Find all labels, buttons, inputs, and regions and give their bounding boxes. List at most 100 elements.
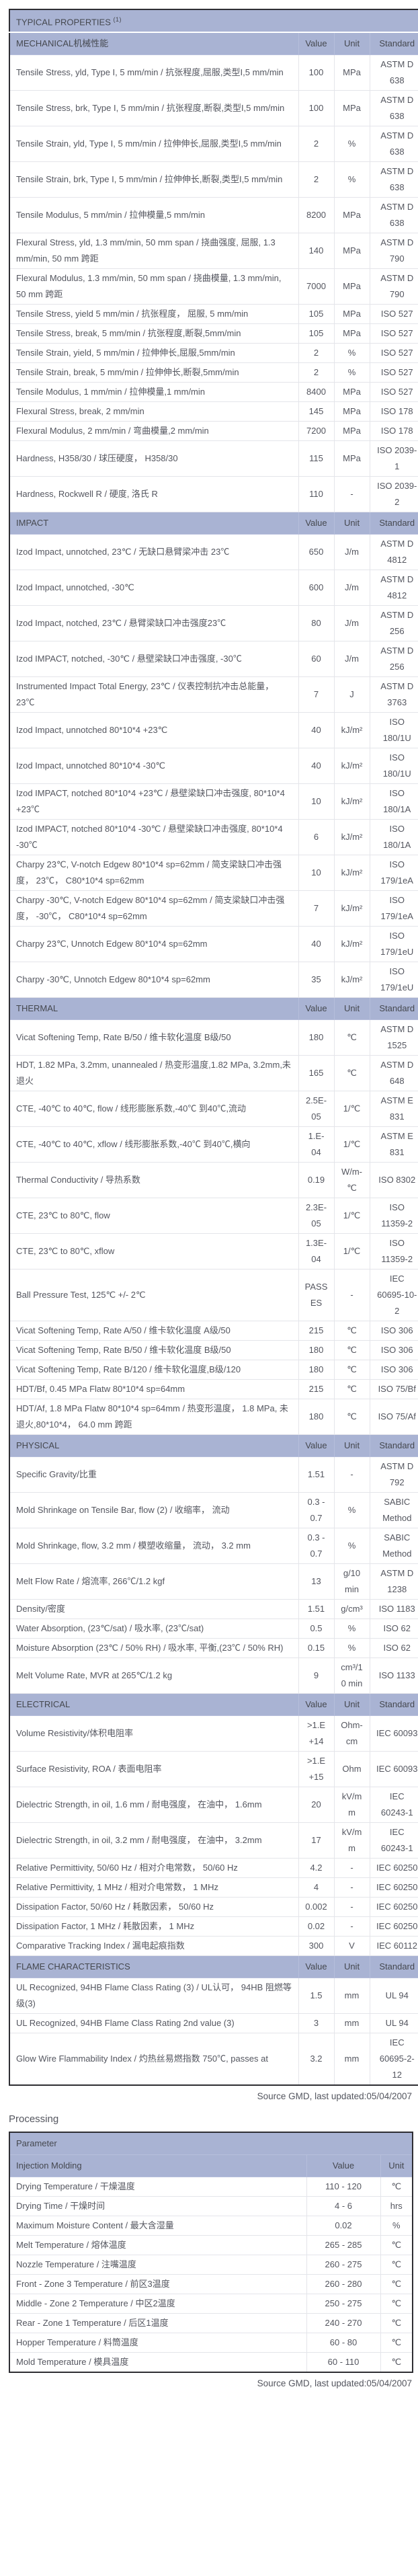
property-standard: ISO 179/1eU — [369, 962, 418, 999]
property-unit: kJ/m² — [333, 855, 370, 892]
property-standard: ISO 180/1U — [369, 748, 418, 785]
parameter-name: Melt Temperature / 熔体温度 — [9, 2235, 307, 2256]
section-header-row: ELECTRICAL Value Unit Standard — [9, 1693, 418, 1717]
property-standard: IEC 60093 — [369, 1715, 418, 1752]
property-value: 0.5 — [298, 1618, 335, 1639]
processing-heading: Processing — [9, 2113, 59, 2125]
processing-row: Melt Temperature / 熔体温度 265 - 285 ℃ — [9, 2235, 413, 2256]
parameter-unit: ℃ — [380, 2313, 413, 2334]
property-unit: ℃ — [333, 1340, 370, 1361]
property-row: Vicat Softening Temp, Rate B/120 / 维卡软化温… — [9, 1360, 418, 1380]
property-value: 600 — [298, 570, 335, 607]
property-standard: IEC 60250 — [369, 1877, 418, 1898]
property-unit: g/cm³ — [333, 1599, 370, 1620]
col-header-unit: Unit — [333, 997, 370, 1021]
col-header-value: Value — [298, 1434, 335, 1458]
property-row: Izod IMPACT, notched 80*10*4 +23℃ / 悬壁梁缺… — [9, 783, 418, 820]
property-unit: MPa — [333, 90, 370, 127]
property-value: 2.5E-05 — [298, 1091, 335, 1128]
property-unit: Ohm — [333, 1751, 370, 1788]
parameter-name: Mold Temperature / 模具温度 — [9, 2352, 307, 2373]
property-value: 0.002 — [298, 1897, 335, 1918]
property-unit: - — [333, 1456, 370, 1493]
property-row: Dielectric Strength, in oil, 3.2 mm / 耐电… — [9, 1822, 418, 1859]
col-header-standard: Standard — [369, 1434, 418, 1458]
property-name: Flexural Modulus, 1.3 mm/min, 50 mm span… — [9, 268, 299, 305]
property-row: Tensile Stress, break, 5 mm/min / 抗张程度,断… — [9, 323, 418, 344]
property-standard: ASTM D 638 — [369, 126, 418, 163]
property-value: 105 — [298, 323, 335, 344]
property-value: >1.E+15 — [298, 1751, 335, 1788]
property-value: 80 — [298, 605, 335, 642]
parameter-unit: ℃ — [380, 2294, 413, 2314]
property-unit: MPa — [333, 304, 370, 325]
property-name: Izod Impact, unnotched, -30℃ — [9, 570, 299, 607]
property-unit: % — [333, 1528, 370, 1565]
parameter-name: Nozzle Temperature / 注嘴温度 — [9, 2255, 307, 2275]
property-name: UL Recognized, 94HB Flame Class Rating 2… — [9, 2013, 299, 2034]
processing-row: Rear - Zone 1 Temperature / 后区1温度 240 - 2… — [9, 2313, 413, 2334]
property-standard: IEC 60243-1 — [369, 1787, 418, 1824]
property-value: 40 — [298, 748, 335, 785]
parameter-value: 60 - 80 — [306, 2333, 381, 2353]
parameter-unit: ℃ — [380, 2235, 413, 2256]
property-unit: 1/℃ — [333, 1091, 370, 1128]
property-unit: kJ/m² — [333, 783, 370, 820]
property-standard: ISO 179/1eU — [369, 926, 418, 963]
parameter-value: 0.02 — [306, 2216, 381, 2236]
property-unit: ℃ — [333, 1019, 370, 1056]
property-unit: kV/mm — [333, 1822, 370, 1859]
property-unit: MPa — [333, 197, 370, 234]
property-standard: ASTM D 638 — [369, 54, 418, 91]
property-standard: ISO 11359-2 — [369, 1233, 418, 1270]
property-name: Hardness, H358/30 / 球压硬度， H358/30 — [9, 440, 299, 477]
property-row: Izod IMPACT, notched, -30℃ / 悬壁梁缺口冲击强度, … — [9, 641, 418, 678]
property-value: 1.5 — [298, 1978, 335, 2015]
property-standard: ISO 62 — [369, 1618, 418, 1639]
property-value: 40 — [298, 712, 335, 749]
property-unit: ℃ — [333, 1360, 370, 1380]
property-name: Dissipation Factor, 1 MHz / 耗散因素， 1 MHz — [9, 1916, 299, 1937]
section-title: FLAME CHARACTERISTICS — [9, 1955, 299, 1979]
property-value: 1.51 — [298, 1456, 335, 1493]
property-unit: MPa — [333, 440, 370, 477]
property-name: Vicat Softening Temp, Rate B/50 / 维卡软化温度… — [9, 1019, 299, 1056]
property-unit: - — [333, 1877, 370, 1898]
property-name: CTE, 23℃ to 80℃, flow — [9, 1198, 299, 1235]
property-unit: ℃ — [333, 1321, 370, 1341]
property-unit: % — [333, 1492, 370, 1529]
parameter-name: Front - Zone 3 Temperature / 前区3温度 — [9, 2274, 307, 2295]
property-row: Tensile Stress, yield 5 mm/min / 抗张程度， 屈… — [9, 304, 418, 325]
property-standard: IEC 60112 — [369, 1936, 418, 1957]
property-row: Izod Impact, unnotched 80*10*4 +23℃ 40 kJ/… — [9, 712, 418, 749]
property-value: 6 — [298, 819, 335, 856]
property-name: CTE, -40℃ to 40℃, xflow / 线形膨胀系数,-40℃ 到4… — [9, 1126, 299, 1163]
col-header-standard: Standard — [369, 32, 418, 56]
property-value: 215 — [298, 1379, 335, 1400]
property-value: 4.2 — [298, 1858, 335, 1879]
property-name: Izod IMPACT, notched, -30℃ / 悬壁梁缺口冲击强度, … — [9, 641, 299, 678]
property-unit: W/m-℃ — [333, 1162, 370, 1199]
property-unit: % — [333, 126, 370, 163]
property-name: Tensile Modulus, 5 mm/min / 拉伸模量,5 mm/mi… — [9, 197, 299, 234]
property-value: >1.E+14 — [298, 1715, 335, 1752]
property-value: 0.19 — [298, 1162, 335, 1199]
property-row: Mold Shrinkage, flow, 3.2 mm / 模塑收缩量， 流动… — [9, 1528, 418, 1565]
property-value: 8200 — [298, 197, 335, 234]
property-name: Hardness, Rockwell R / 硬度, 洛氏 R — [9, 476, 299, 513]
property-name: Tensile Strain, brk, Type I, 5 mm/min / … — [9, 161, 299, 198]
property-unit: Ohm-cm — [333, 1715, 370, 1752]
col-header-standard: Standard — [369, 512, 418, 535]
parameter-header-row: Parameter — [9, 2132, 413, 2156]
property-row: Izod Impact, unnotched, 23℃ / 无缺口悬臂梁冲击 2… — [9, 534, 418, 571]
property-name: Specific Gravity/比重 — [9, 1456, 299, 1493]
property-standard: ISO 306 — [369, 1321, 418, 1341]
section-header-row: MECHANICAL机械性能 Value Unit Standard — [9, 32, 418, 56]
parameter-unit: ℃ — [380, 2177, 413, 2197]
property-name: CTE, -40℃ to 40℃, flow / 线形膨胀系数,-40℃ 到40… — [9, 1091, 299, 1128]
property-value: 3 — [298, 2013, 335, 2034]
property-value: 2 — [298, 343, 335, 364]
parameter-name: Drying Temperature / 干燥温度 — [9, 2177, 307, 2197]
col-header-value: Value — [298, 1955, 335, 1979]
parameter-unit: % — [380, 2216, 413, 2236]
